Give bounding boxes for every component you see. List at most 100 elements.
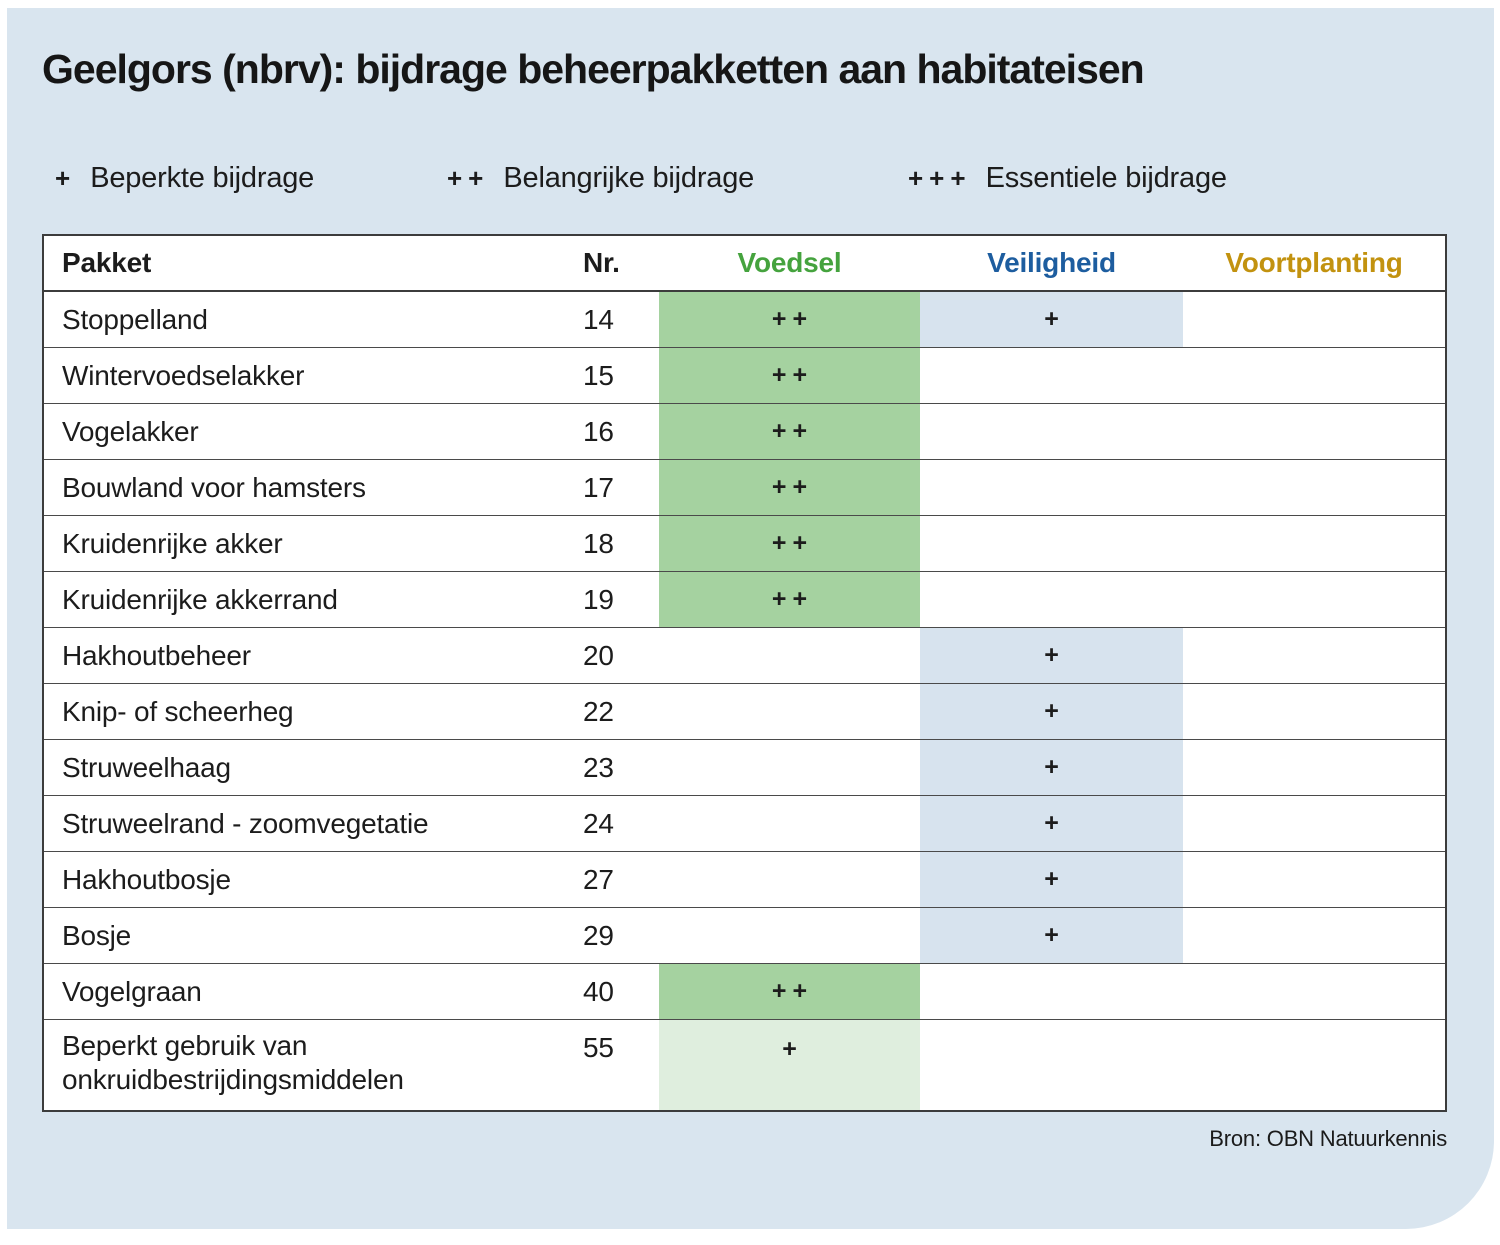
voedsel-cell: ++: [659, 964, 920, 1019]
pakket-cell: Vogelakker: [62, 415, 199, 447]
voortplanting-cell: [1183, 684, 1445, 739]
table-body: Stoppelland 14 ++ + Wintervoedselakker 1…: [44, 292, 1445, 1110]
table-row: Wintervoedselakker 15 ++: [44, 348, 1445, 404]
nr-cell: 55: [583, 1032, 614, 1063]
voedsel-cell: ++: [659, 348, 920, 403]
veiligheid-cell: +: [920, 908, 1183, 963]
pakket-cell: Hakhoutbosje: [62, 863, 231, 895]
voedsel-cell: ++: [659, 460, 920, 515]
source-credit: Bron: OBN Natuurkennis: [1209, 1126, 1447, 1151]
pakket-cell: Wintervoedselakker: [62, 359, 305, 391]
veiligheid-cell: [920, 516, 1183, 571]
veiligheid-cell: +: [920, 852, 1183, 907]
pakket-cell: Vogelgraan: [62, 975, 202, 1007]
veiligheid-cell: [920, 964, 1183, 1019]
voedsel-cell: [659, 852, 920, 907]
legend-label: Belangrijke bijdrage: [503, 161, 755, 194]
pakket-cell: Knip- of scheerheg: [62, 695, 294, 727]
pakket-cell: Struweelrand - zoomvegetatie: [62, 807, 429, 839]
table-row: Kruidenrijke akkerrand 19 ++: [44, 572, 1445, 628]
voortplanting-cell: [1183, 852, 1445, 907]
voortplanting-cell: [1183, 740, 1445, 795]
voedsel-cell: [659, 628, 920, 683]
table-row: Hakhoutbosje 27 +: [44, 852, 1445, 908]
nr-cell: 16: [583, 415, 614, 447]
pakket-cell: Bosje: [62, 919, 132, 951]
column-header-voortplanting: Voortplanting: [1225, 247, 1403, 278]
pakket-cell: Struweelhaag: [62, 751, 231, 783]
nr-cell: 40: [583, 975, 614, 1007]
nr-cell: 17: [583, 471, 614, 503]
table-row: Knip- of scheerheg 22 +: [44, 684, 1445, 740]
table-row: Stoppelland 14 ++ +: [44, 292, 1445, 348]
voortplanting-cell: [1183, 964, 1445, 1019]
page-title: Geelgors (nbrv): bijdrage beheerpakkette…: [42, 46, 1145, 92]
table-row: Kruidenrijke akker 18 ++: [44, 516, 1445, 572]
voortplanting-cell: [1183, 796, 1445, 851]
veiligheid-cell: +: [920, 740, 1183, 795]
voortplanting-cell: [1183, 516, 1445, 571]
voortplanting-cell: [1183, 404, 1445, 459]
veiligheid-cell: [920, 572, 1183, 627]
plus-plus-symbol: ++: [447, 162, 490, 193]
nr-cell: 24: [583, 807, 614, 839]
pakket-cell: Kruidenrijke akkerrand: [62, 583, 338, 615]
nr-cell: 23: [583, 751, 614, 783]
voedsel-cell: ++: [659, 292, 920, 347]
plus-plus-plus-symbol: +++: [908, 162, 972, 193]
voortplanting-cell: [1183, 1020, 1445, 1110]
legend-item-beperkte: + Beperkte bijdrage: [55, 158, 314, 198]
table-row: Struweelhaag 23 +: [44, 740, 1445, 796]
nr-cell: 18: [583, 527, 614, 559]
voedsel-cell: [659, 796, 920, 851]
pakket-cell: Kruidenrijke akker: [62, 527, 283, 559]
nr-cell: 14: [583, 303, 614, 335]
veiligheid-cell: +: [920, 292, 1183, 347]
table-row: Bosje 29 +: [44, 908, 1445, 964]
pakket-cell: Beperkt gebruik van onkruidbestrijdingsm…: [62, 1030, 404, 1095]
voortplanting-cell: [1183, 628, 1445, 683]
voedsel-cell: [659, 684, 920, 739]
veiligheid-cell: +: [920, 684, 1183, 739]
column-header-nr: Nr.: [583, 247, 620, 278]
voortplanting-cell: [1183, 292, 1445, 347]
voortplanting-cell: [1183, 572, 1445, 627]
habitat-table: Pakket Nr. Voedsel Veiligheid Voortplant…: [42, 234, 1447, 1112]
voedsel-cell: ++: [659, 572, 920, 627]
table-header-row: Pakket Nr. Voedsel Veiligheid Voortplant…: [44, 236, 1445, 292]
voortplanting-cell: [1183, 908, 1445, 963]
voedsel-cell: [659, 908, 920, 963]
voedsel-cell: ++: [659, 404, 920, 459]
table-row: Vogelgraan 40 ++: [44, 964, 1445, 1020]
veiligheid-cell: [920, 1020, 1183, 1110]
pakket-cell: Stoppelland: [62, 303, 208, 335]
column-header-voedsel: Voedsel: [737, 247, 842, 278]
veiligheid-cell: +: [920, 628, 1183, 683]
legend-item-belangrijke: ++ Belangrijke bijdrage: [447, 158, 754, 198]
voedsel-cell: +: [659, 1020, 920, 1110]
legend-label: Beperkte bijdrage: [90, 161, 315, 194]
nr-cell: 27: [583, 863, 614, 895]
nr-cell: 22: [583, 695, 614, 727]
voortplanting-cell: [1183, 460, 1445, 515]
veiligheid-cell: [920, 348, 1183, 403]
pakket-cell: Bouwland voor hamsters: [62, 471, 366, 503]
legend-item-essentiele: +++ Essentiele bijdrage: [908, 158, 1227, 198]
nr-cell: 19: [583, 583, 614, 615]
nr-cell: 29: [583, 919, 614, 951]
legend-label: Essentiele bijdrage: [985, 161, 1227, 194]
nr-cell: 20: [583, 639, 614, 671]
voortplanting-cell: [1183, 348, 1445, 403]
voedsel-cell: [659, 740, 920, 795]
column-header-pakket: Pakket: [62, 247, 152, 279]
table-row: Beperkt gebruik van onkruidbestrijdingsm…: [44, 1020, 1445, 1110]
table-row: Bouwland voor hamsters 17 ++: [44, 460, 1445, 516]
column-header-veiligheid: Veiligheid: [987, 247, 1116, 278]
veiligheid-cell: +: [920, 796, 1183, 851]
plus-symbol: +: [55, 162, 77, 193]
voedsel-cell: ++: [659, 516, 920, 571]
table-row: Struweelrand - zoomvegetatie 24 +: [44, 796, 1445, 852]
pakket-cell: Hakhoutbeheer: [62, 639, 251, 671]
veiligheid-cell: [920, 460, 1183, 515]
veiligheid-cell: [920, 404, 1183, 459]
